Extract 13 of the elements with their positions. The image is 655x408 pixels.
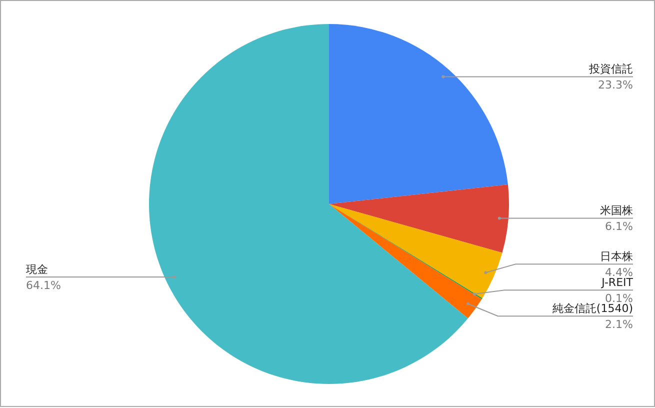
slice-label: 日本株: [600, 250, 633, 264]
data-label: 23.3%: [598, 78, 633, 92]
slice-label: 現金: [26, 262, 48, 276]
pie-slice: [149, 24, 468, 384]
data-label: 6.1%: [605, 220, 633, 234]
pie-slice: [329, 204, 482, 318]
pie-slice: [329, 184, 509, 253]
pie-slice: [329, 24, 508, 204]
data-label: 2.1%: [605, 318, 633, 332]
data-label: 64.1%: [26, 278, 61, 292]
slice-label: 米国株: [600, 204, 633, 218]
slice-label: 純金信託(1540): [552, 302, 633, 316]
slice-label: 投資信託: [588, 62, 633, 76]
